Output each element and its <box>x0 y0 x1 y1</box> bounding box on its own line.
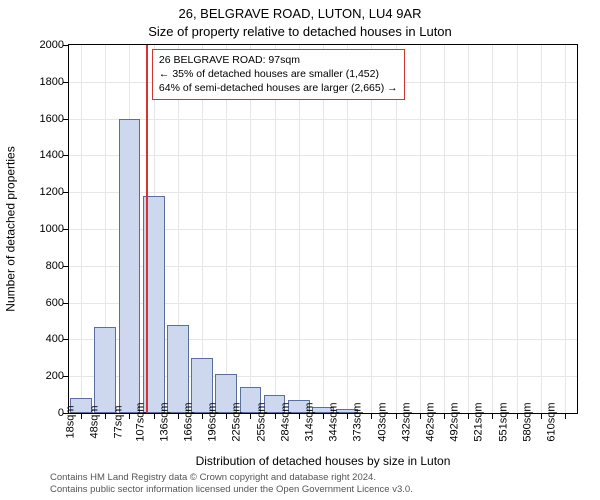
x-tick-mark <box>105 414 106 419</box>
chart-title-line1: 26, BELGRAVE ROAD, LUTON, LU4 9AR <box>0 6 600 21</box>
gridline-vertical <box>468 45 469 413</box>
gridline-vertical <box>226 45 227 413</box>
x-tick-mark <box>81 414 82 419</box>
gridline-vertical <box>250 45 251 413</box>
y-tick-mark <box>63 339 68 340</box>
x-tick-label: 551sqm <box>497 402 509 441</box>
x-tick-label: 77sqm <box>113 405 125 438</box>
y-tick-mark <box>63 155 68 156</box>
x-tick-label: 462sqm <box>424 402 436 441</box>
x-tick-mark <box>541 414 542 419</box>
histogram-bar <box>94 327 116 413</box>
x-tick-label: 255sqm <box>255 402 267 441</box>
x-tick-mark <box>299 414 300 419</box>
gridline-vertical <box>565 45 566 413</box>
y-tick-label: 1800 <box>40 76 64 88</box>
x-tick-mark <box>250 414 251 419</box>
y-tick-label: 400 <box>46 333 64 345</box>
x-tick-label: 314sqm <box>303 402 315 441</box>
y-tick-mark <box>63 82 68 83</box>
x-tick-label: 225sqm <box>231 402 243 441</box>
gridline-vertical <box>492 45 493 413</box>
gridline-vertical <box>444 45 445 413</box>
x-tick-mark <box>517 414 518 419</box>
x-tick-label: 344sqm <box>328 402 340 441</box>
gridline-vertical <box>541 45 542 413</box>
gridline-vertical <box>299 45 300 413</box>
reference-line <box>146 45 148 413</box>
chart-title-line2: Size of property relative to detached ho… <box>0 24 600 39</box>
x-tick-label: 136sqm <box>158 402 170 441</box>
x-tick-mark <box>178 414 179 419</box>
y-tick-label: 1200 <box>40 186 64 198</box>
y-tick-mark <box>63 45 68 46</box>
x-tick-mark <box>323 414 324 419</box>
y-tick-mark <box>63 303 68 304</box>
x-tick-label: 521sqm <box>473 402 485 441</box>
footer-line-2: Contains public sector information licen… <box>50 484 413 496</box>
annotation-line: ← 35% of detached houses are smaller (1,… <box>159 67 398 81</box>
x-tick-label: 580sqm <box>521 402 533 441</box>
gridline-vertical <box>81 45 82 413</box>
x-tick-label: 432sqm <box>400 402 412 441</box>
y-tick-mark <box>63 192 68 193</box>
histogram-bar <box>119 119 141 413</box>
gridline-vertical <box>420 45 421 413</box>
x-tick-mark <box>202 414 203 419</box>
x-tick-label: 166sqm <box>182 402 194 441</box>
x-tick-label: 373sqm <box>352 402 364 441</box>
annotation-box: 26 BELGRAVE ROAD: 97sqm← 35% of detached… <box>152 49 405 100</box>
x-tick-mark <box>154 414 155 419</box>
x-tick-label: 18sqm <box>65 405 77 438</box>
x-tick-mark <box>396 414 397 419</box>
histogram-bar <box>167 325 189 413</box>
y-tick-label: 200 <box>46 370 64 382</box>
y-tick-label: 1600 <box>40 113 64 125</box>
x-tick-mark <box>129 414 130 419</box>
gridline-vertical <box>517 45 518 413</box>
x-tick-mark <box>565 414 566 419</box>
footer-attribution: Contains HM Land Registry data © Crown c… <box>50 472 413 496</box>
x-tick-label: 107sqm <box>134 402 146 441</box>
annotation-line: 64% of semi-detached houses are larger (… <box>159 81 398 95</box>
x-tick-label: 610sqm <box>545 402 557 441</box>
x-tick-mark <box>420 414 421 419</box>
y-tick-mark <box>63 266 68 267</box>
x-tick-mark <box>492 414 493 419</box>
x-tick-label: 48sqm <box>89 405 101 438</box>
y-tick-label: 600 <box>46 297 64 309</box>
gridline-vertical <box>347 45 348 413</box>
x-tick-mark <box>347 414 348 419</box>
gridline-vertical <box>275 45 276 413</box>
x-tick-mark <box>275 414 276 419</box>
x-tick-label: 196sqm <box>207 402 219 441</box>
x-tick-mark <box>371 414 372 419</box>
x-tick-label: 403sqm <box>376 402 388 441</box>
x-tick-mark <box>444 414 445 419</box>
y-tick-mark <box>63 229 68 230</box>
y-tick-mark <box>63 119 68 120</box>
y-axis-label: Number of detached properties <box>4 146 18 311</box>
y-tick-label: 1400 <box>40 149 64 161</box>
gridline-vertical <box>371 45 372 413</box>
gridline-vertical <box>396 45 397 413</box>
x-axis-label: Distribution of detached houses by size … <box>68 454 578 468</box>
y-axis-label-container: Number of detached properties <box>4 44 18 414</box>
plot-area: 26 BELGRAVE ROAD: 97sqm← 35% of detached… <box>68 44 578 414</box>
footer-line-1: Contains HM Land Registry data © Crown c… <box>50 472 413 484</box>
gridline-vertical <box>323 45 324 413</box>
y-tick-mark <box>63 376 68 377</box>
x-tick-mark <box>468 414 469 419</box>
y-tick-label: 800 <box>46 260 64 272</box>
y-tick-label: 1000 <box>40 223 64 235</box>
x-tick-label: 284sqm <box>279 402 291 441</box>
y-tick-label: 2000 <box>40 39 64 51</box>
x-tick-mark <box>226 414 227 419</box>
x-tick-label: 492sqm <box>449 402 461 441</box>
annotation-line: 26 BELGRAVE ROAD: 97sqm <box>159 53 398 67</box>
